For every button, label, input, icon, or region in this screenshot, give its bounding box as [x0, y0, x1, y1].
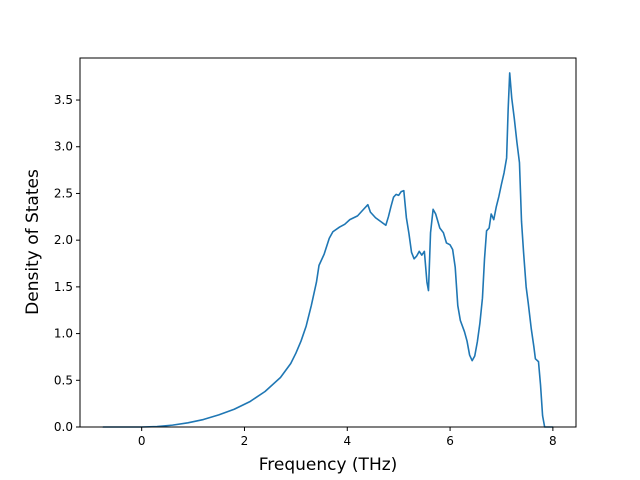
- y-tick-label: 0.0: [54, 420, 73, 434]
- x-tick-label: 8: [549, 434, 557, 448]
- y-tick-label: 2.0: [54, 233, 73, 247]
- dos-series-line: [102, 72, 554, 428]
- axes-frame: [79, 57, 577, 428]
- x-axis-label: Frequency (THz): [259, 455, 398, 475]
- y-tick-label: 2.5: [54, 186, 73, 200]
- x-tick-label: 0: [138, 434, 146, 448]
- x-tick-label: 4: [343, 434, 351, 448]
- plot-area: [102, 72, 554, 428]
- y-tick-label: 3.5: [54, 93, 73, 107]
- axes: 0 2 4 6 8 0.0 0.5 1.0 1.5 2.0 2.5 3.0 3.5: [54, 57, 577, 448]
- y-tick-label: 1.5: [54, 280, 73, 294]
- y-tick-label: 1.0: [54, 327, 73, 341]
- y-axis-label: Density of States: [23, 169, 43, 315]
- x-tick-label: 2: [241, 434, 249, 448]
- y-tick-label: 3.0: [54, 140, 73, 154]
- x-tick-label: 6: [446, 434, 454, 448]
- y-tick-label: 0.5: [54, 373, 73, 387]
